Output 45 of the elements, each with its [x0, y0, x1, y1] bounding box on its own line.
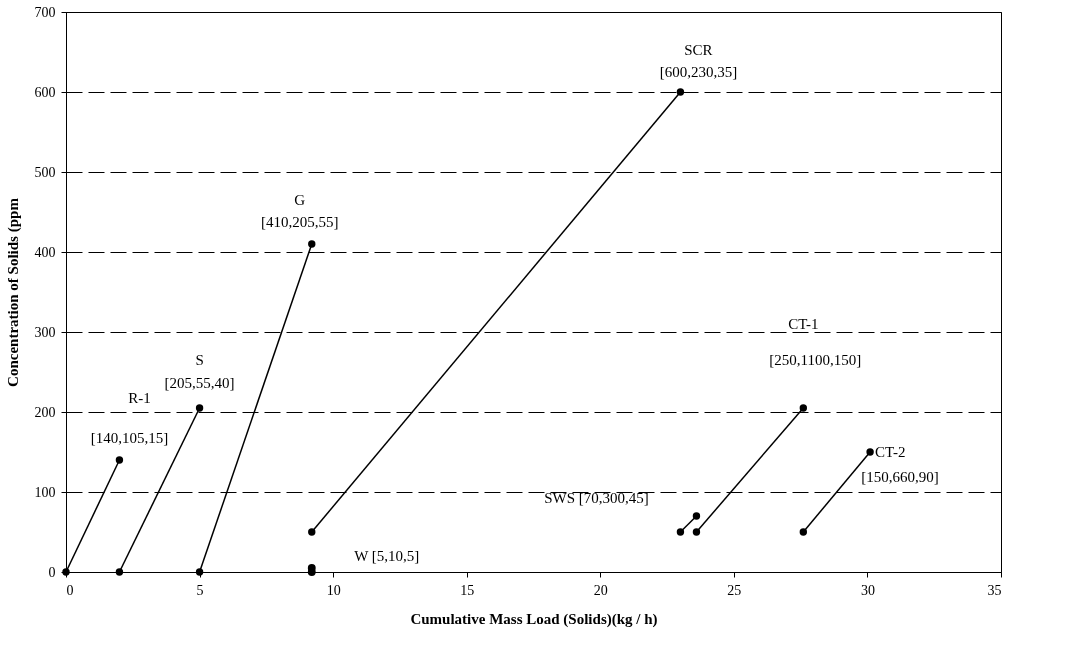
annotation: [205,55,40]	[164, 375, 235, 391]
annotation: [600,230,35]	[659, 64, 738, 80]
point	[692, 528, 701, 536]
x-tick-label: 25	[727, 582, 742, 598]
annotation: SCR	[684, 42, 713, 58]
point	[115, 456, 124, 464]
annotation: [140,105,15]	[90, 430, 169, 446]
annotation: W [5,10,5]	[354, 548, 420, 564]
annotation: CT-1	[788, 316, 819, 332]
x-tick-label: 20	[593, 582, 608, 598]
point	[866, 448, 874, 456]
y-tick-label: 0	[48, 564, 56, 580]
point	[799, 528, 808, 536]
y-tick-label: 400	[34, 244, 56, 260]
point	[308, 240, 316, 248]
annotation: [150,660,90]	[861, 469, 939, 485]
x-tick-label: 35	[987, 582, 1002, 598]
point	[115, 568, 124, 576]
y-tick-label: 100	[34, 484, 56, 500]
point	[692, 512, 701, 520]
point	[799, 404, 808, 412]
y-tick-label: 700	[34, 4, 56, 20]
point	[307, 564, 316, 572]
x-tick-label: 15	[460, 582, 475, 598]
y-axis-title: Concentration of Solids (ppm	[4, 197, 22, 387]
annotation: [250,1100,150]	[769, 352, 862, 368]
x-tick-label: 5	[196, 582, 204, 598]
point	[676, 88, 685, 96]
y-tick-label: 500	[34, 164, 56, 180]
annotation: R-1	[128, 390, 151, 406]
point	[195, 404, 204, 412]
x-tick-label: 30	[860, 582, 875, 598]
x-tick-label: 0	[66, 582, 74, 598]
point	[308, 528, 316, 536]
point	[676, 528, 685, 536]
annotation: S	[195, 352, 204, 368]
annotation: [410,205,55]	[261, 214, 339, 230]
annotation: SWS [70,300,45]	[544, 490, 649, 506]
x-axis-title: Cumulative Mass Load (Solids)(kg / h)	[410, 610, 658, 628]
x-tick-label: 10	[326, 582, 341, 598]
y-tick-label: 600	[34, 84, 56, 100]
annotation: G	[294, 192, 306, 208]
annotation: CT-2	[875, 444, 906, 460]
y-tick-label: 300	[34, 324, 56, 340]
y-tick-label: 200	[34, 404, 56, 420]
